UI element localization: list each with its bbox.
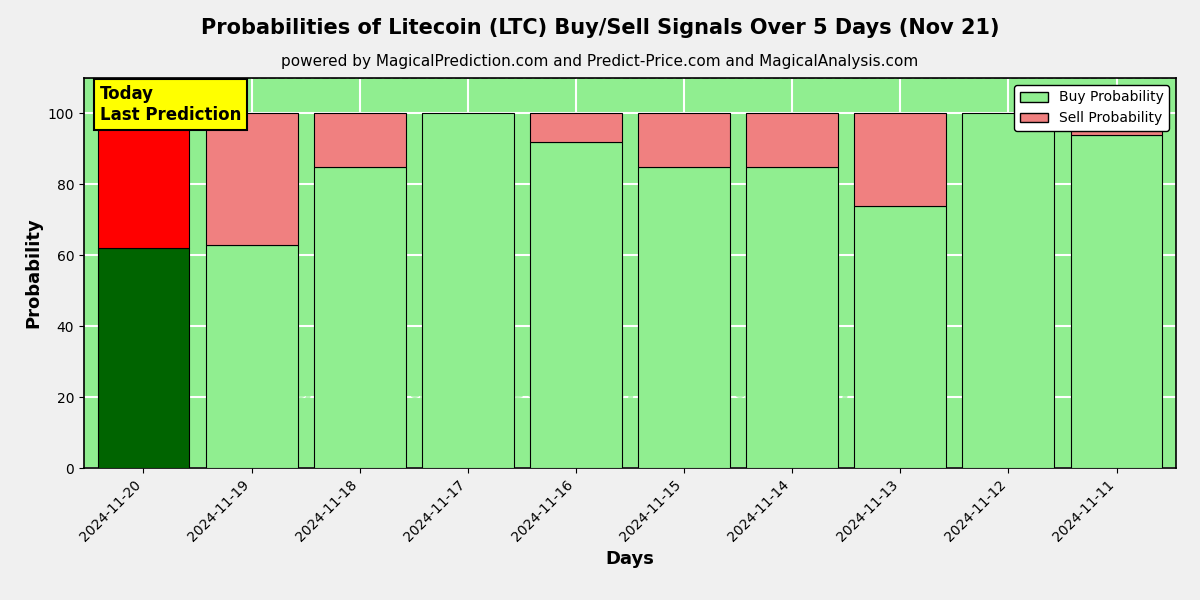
Bar (962, 113, 1055, 468)
Bar (1070, 135, 1163, 468)
Text: MagicalAnalysis.com: MagicalAnalysis.com (248, 259, 575, 287)
Bar (313, 167, 406, 468)
Bar (854, 113, 947, 206)
Bar (313, 113, 406, 167)
X-axis label: Days: Days (606, 550, 654, 568)
Legend: Buy Probability, Sell Probability: Buy Probability, Sell Probability (1014, 85, 1169, 131)
Text: MagicalPrediction.com: MagicalPrediction.com (562, 259, 917, 287)
Bar (97, 113, 190, 248)
Bar (746, 113, 838, 167)
Text: MagicalAnalysis.com: MagicalAnalysis.com (248, 376, 575, 404)
Bar (530, 113, 622, 142)
Bar (1070, 113, 1163, 135)
Bar (854, 206, 947, 468)
Bar (638, 113, 730, 167)
Text: Probabilities of Litecoin (LTC) Buy/Sell Signals Over 5 Days (Nov 21): Probabilities of Litecoin (LTC) Buy/Sell… (200, 18, 1000, 38)
Bar (205, 245, 298, 468)
Text: MagicalPrediction.com: MagicalPrediction.com (562, 376, 917, 404)
Bar (746, 167, 838, 468)
Text: powered by MagicalPrediction.com and Predict-Price.com and MagicalAnalysis.com: powered by MagicalPrediction.com and Pre… (281, 54, 919, 69)
Bar (638, 167, 730, 468)
Bar (422, 113, 514, 468)
Bar (205, 113, 298, 245)
Text: Today
Last Prediction: Today Last Prediction (100, 85, 241, 124)
Bar (530, 142, 622, 468)
Bar (97, 248, 190, 468)
Y-axis label: Probability: Probability (24, 218, 42, 328)
